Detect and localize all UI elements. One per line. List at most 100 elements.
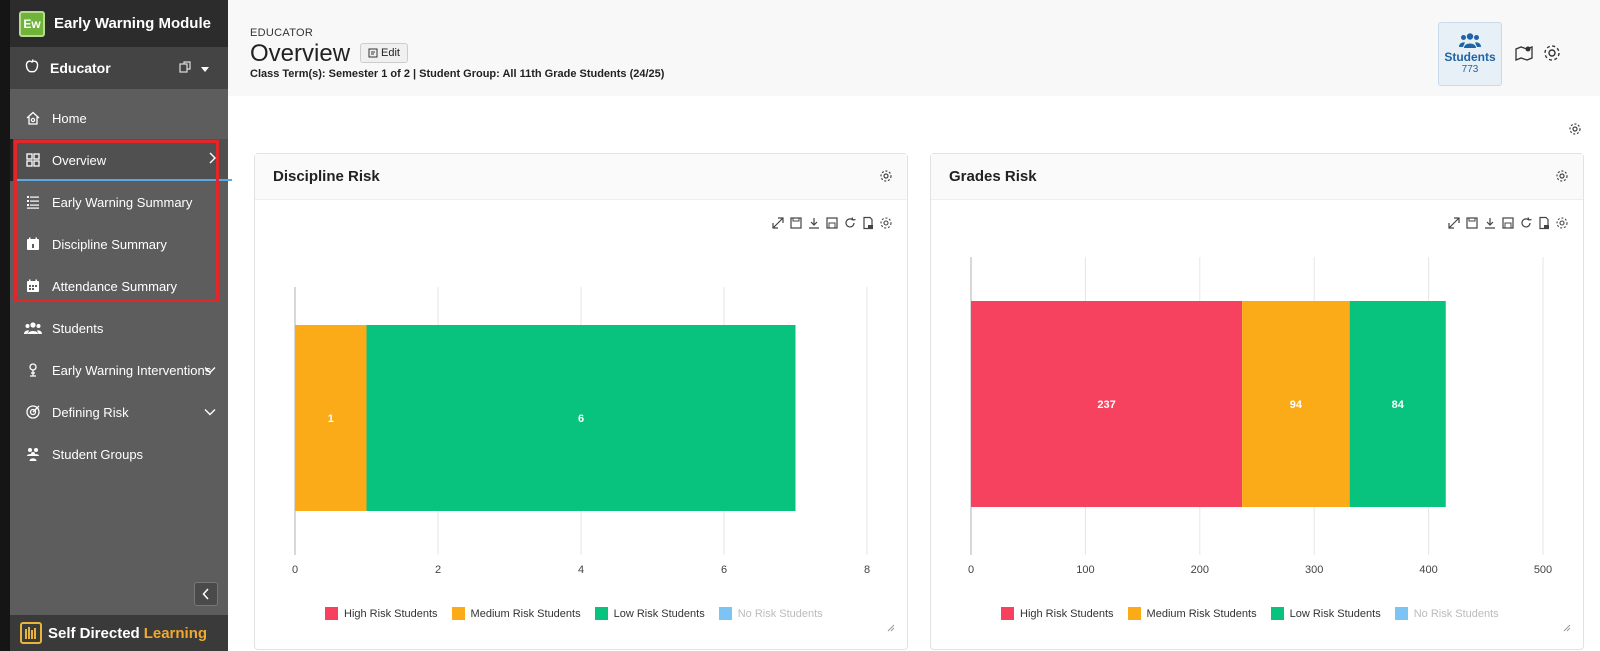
page-title: Overview <box>250 40 351 67</box>
save-as-icon[interactable] <box>1501 216 1515 230</box>
sidebar-item-label: Early Warning Interventions <box>52 362 212 378</box>
bar-segment <box>1242 301 1350 507</box>
save-icon[interactable] <box>1465 216 1479 230</box>
students-count-card[interactable]: Students 773 <box>1438 22 1502 86</box>
window-edge <box>0 0 10 651</box>
legend-swatch <box>1270 607 1284 620</box>
expand-icon[interactable] <box>771 216 785 230</box>
footer-brand-main: Self Directed <box>48 624 140 642</box>
switch-role-icon[interactable] <box>178 60 192 79</box>
expand-icon[interactable] <box>1447 216 1461 230</box>
data-label: 94 <box>1290 399 1303 411</box>
download-icon[interactable] <box>807 216 821 230</box>
download-icon[interactable] <box>1483 216 1497 230</box>
sidebar-item-label: Overview <box>52 152 107 168</box>
chart-settings-icon[interactable] <box>879 216 893 230</box>
bar-segment <box>366 325 796 511</box>
save-as-icon[interactable] <box>825 216 839 230</box>
legend-swatch <box>1001 607 1014 620</box>
sidebar-item-defining-risk[interactable]: Defining Risk <box>10 391 228 433</box>
x-tick-label: 4 <box>578 564 584 576</box>
save-icon[interactable] <box>789 216 803 230</box>
legend-item[interactable]: High Risk Students <box>1001 607 1114 620</box>
legend-label: Medium Risk Students <box>1146 607 1257 620</box>
legend-swatch <box>1127 607 1141 620</box>
users-icon <box>1459 33 1481 48</box>
gear-icon[interactable] <box>1542 43 1562 68</box>
legend-item[interactable]: Low Risk Students <box>1270 607 1381 620</box>
chart-legend: High Risk Students Medium Risk Students Lo… <box>325 607 823 620</box>
app-logo[interactable]: Ew <box>19 10 45 37</box>
legend-swatch <box>594 607 608 620</box>
sidebar-item-attendance-summary[interactable]: Attendance Summary <box>10 265 228 307</box>
role-switcher[interactable]: Educator <box>10 47 228 89</box>
export-pdf-icon[interactable] <box>1537 216 1551 230</box>
widget-title: Grades Risk <box>949 168 1037 185</box>
chevron-down-icon[interactable] <box>200 61 210 79</box>
home-icon <box>24 109 42 127</box>
books-icon <box>20 622 42 644</box>
grades-risk-chart: 0 100 200 300 400 500 237 94 84 <box>968 257 1552 576</box>
legend-item[interactable]: Medium Risk Students <box>1127 607 1257 620</box>
x-tick-label: 8 <box>864 564 870 576</box>
students-count: 773 <box>1461 64 1479 75</box>
x-tick-label: 6 <box>721 564 727 576</box>
data-label: 237 <box>1097 399 1115 411</box>
chevron-down-icon <box>204 404 216 419</box>
grid-icon <box>24 151 42 169</box>
x-tick-label: 100 <box>1076 564 1094 576</box>
sidebar-item-students[interactable]: Students <box>10 307 228 349</box>
legend-label: Low Risk Students <box>613 607 705 620</box>
chevron-right-icon <box>208 152 216 167</box>
footer-brand: Self Directed Learning <box>10 615 228 651</box>
sidebar-item-label: Discipline Summary <box>52 236 167 252</box>
legend-label: Low Risk Students <box>1289 607 1381 620</box>
list-icon <box>24 193 42 211</box>
refresh-icon[interactable] <box>843 216 857 230</box>
legend-item[interactable]: Medium Risk Students <box>451 607 581 620</box>
data-label: 1 <box>328 413 334 425</box>
legend-item[interactable]: No Risk Students <box>1394 607 1499 620</box>
sidebar-nav: Home Overview Early Warning Summary Disc… <box>10 97 232 475</box>
bar-segment <box>295 325 367 511</box>
sidebar-item-student-groups[interactable]: Student Groups <box>10 433 228 475</box>
sidebar-item-home[interactable]: Home <box>10 97 228 139</box>
footer-brand-accent: Learning <box>143 624 208 642</box>
refresh-icon[interactable] <box>1519 216 1533 230</box>
widget-title: Discipline Risk <box>273 168 380 185</box>
sidebar-item-discipline-summary[interactable]: Discipline Summary <box>10 223 228 265</box>
data-label: 84 <box>1392 399 1405 411</box>
breadcrumb[interactable]: EDUCATOR <box>250 27 314 39</box>
sidebar-item-label: Students <box>52 320 104 336</box>
gear-icon[interactable] <box>1555 169 1569 188</box>
x-tick-label: 0 <box>292 564 298 576</box>
chevron-left-icon <box>202 588 209 600</box>
chart-toolbar <box>1447 216 1569 230</box>
gear-icon[interactable] <box>879 169 893 188</box>
chevron-down-icon <box>204 362 216 377</box>
x-tick-label: 200 <box>1191 564 1209 576</box>
export-pdf-icon[interactable] <box>861 216 875 230</box>
map-pin-icon[interactable] <box>1514 43 1534 68</box>
apple-icon <box>24 58 40 79</box>
collapse-sidebar-button[interactable] <box>194 582 218 606</box>
legend-item[interactable]: Low Risk Students <box>594 607 705 620</box>
discipline-risk-widget: Discipline Risk 0 2 4 6 8 1 6 High Risk Studen… <box>254 153 908 650</box>
legend-item[interactable]: High Risk Students <box>325 607 438 620</box>
sidebar-item-early-warning-interventions[interactable]: Early Warning Interventions <box>10 349 228 391</box>
resize-handle-icon[interactable] <box>887 619 895 637</box>
edit-button[interactable]: Edit <box>360 43 408 63</box>
chart-settings-icon[interactable] <box>1555 216 1569 230</box>
legend-item[interactable]: No Risk Students <box>718 607 823 620</box>
sidebar-item-overview[interactable]: Overview <box>10 139 232 181</box>
resize-handle-icon[interactable] <box>1563 619 1571 637</box>
chart-legend: High Risk Students Medium Risk Students Lo… <box>1001 607 1499 620</box>
x-tick-label: 300 <box>1305 564 1323 576</box>
sidebar-item-label: Attendance Summary <box>52 278 178 294</box>
sidebar-item-label: Early Warning Summary <box>52 194 193 210</box>
gear-icon[interactable] <box>1568 122 1582 141</box>
sidebar-item-early-warning-summary[interactable]: Early Warning Summary <box>10 181 228 223</box>
edit-icon <box>368 48 378 58</box>
legend-label: High Risk Students <box>344 607 438 620</box>
students-label: Students <box>1444 50 1496 64</box>
